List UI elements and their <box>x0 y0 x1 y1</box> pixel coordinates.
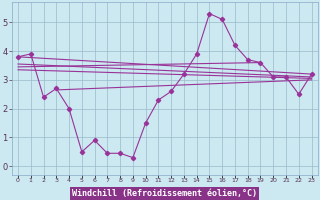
X-axis label: Windchill (Refroidissement éolien,°C): Windchill (Refroidissement éolien,°C) <box>72 189 257 198</box>
